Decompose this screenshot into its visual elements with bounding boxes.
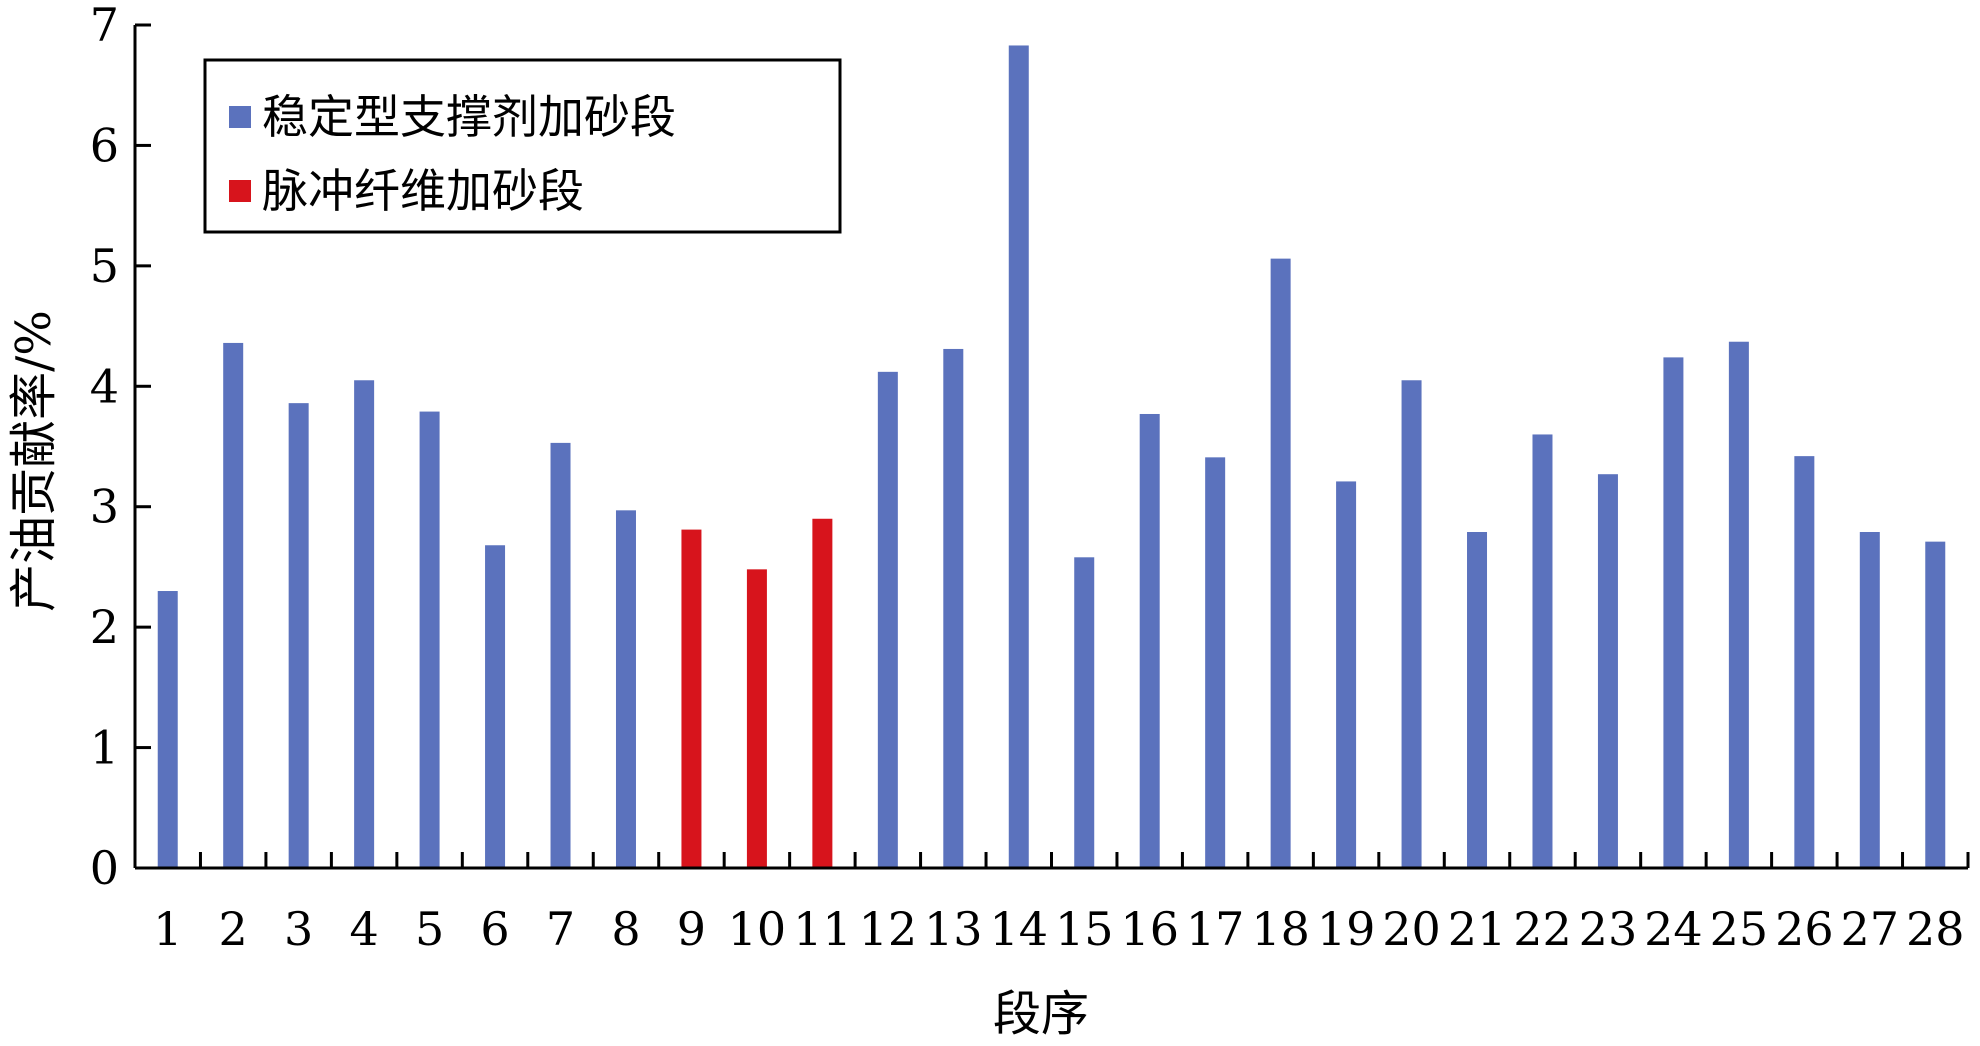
bar-18 [1270, 258, 1291, 868]
legend-label-pulse: 脉冲纤维加砂段 [262, 164, 584, 218]
legend-swatch-pulse [229, 180, 251, 202]
y-tick-label: 0 [90, 841, 119, 895]
x-tick-label: 4 [349, 902, 378, 956]
bar-27 [1859, 532, 1880, 868]
bar-16 [1139, 413, 1160, 868]
bar-10 [746, 569, 767, 868]
x-tick-label: 1 [153, 902, 182, 956]
x-tick-label: 23 [1579, 902, 1638, 956]
bar-15 [1074, 557, 1095, 868]
x-tick-label: 16 [1120, 902, 1179, 956]
bar-26 [1794, 456, 1815, 868]
x-tick-label: 12 [859, 902, 918, 956]
x-tick-label: 11 [793, 902, 852, 956]
x-tick-label: 18 [1251, 902, 1310, 956]
x-tick-label: 25 [1710, 902, 1769, 956]
bar-12 [877, 371, 898, 868]
x-axis-title: 段序 [993, 986, 1089, 1042]
x-tick-label: 20 [1382, 902, 1441, 956]
legend-swatch-stable [229, 106, 251, 128]
bar-11 [812, 518, 833, 868]
bars-group [157, 45, 1946, 869]
x-tick-label: 2 [219, 902, 248, 956]
bar-21 [1467, 532, 1488, 868]
bar-19 [1336, 481, 1357, 868]
bar-23 [1597, 474, 1618, 868]
y-tick-label: 5 [90, 239, 119, 293]
legend-label-stable: 稳定型支撑剂加砂段 [262, 90, 676, 144]
x-ticks-group: 1 2 3 4 5 6 7 8 9 10 11 12 13 14 15 16 17 18 19 20 21 22 23 24 2… [133, 852, 1970, 956]
bar-25 [1728, 341, 1749, 868]
x-tick-label: 8 [611, 902, 640, 956]
x-tick-label: 6 [480, 902, 509, 956]
y-tick-label: 3 [90, 480, 119, 534]
bar-6 [485, 545, 506, 868]
bar-14 [1008, 45, 1029, 869]
bar-17 [1205, 457, 1226, 868]
y-tick-label: 7 [90, 0, 119, 52]
bar-28 [1925, 541, 1946, 868]
bar-22 [1532, 434, 1553, 868]
x-tick-label: 10 [728, 902, 787, 956]
x-tick-label: 27 [1841, 902, 1900, 956]
y-ticks-group: 0 1 2 3 4 5 6 7 [90, 0, 151, 895]
x-tick-label: 19 [1317, 902, 1376, 956]
x-tick-label: 13 [924, 902, 983, 956]
bar-2 [223, 342, 244, 869]
x-tick-label: 3 [284, 902, 313, 956]
legend: 稳定型支撑剂加砂段 脉冲纤维加砂段 [203, 58, 842, 234]
bar-5 [419, 411, 440, 868]
y-axis-title: 产油贡献率/% [6, 310, 62, 612]
bar-3 [288, 403, 309, 868]
x-tick-label: 26 [1775, 902, 1834, 956]
x-tick-label: 15 [1055, 902, 1114, 956]
legend-box [203, 58, 842, 234]
x-tick-label: 24 [1644, 902, 1703, 956]
y-tick-label: 6 [90, 118, 119, 172]
bar-8 [615, 510, 636, 868]
x-tick-label: 14 [989, 902, 1048, 956]
x-tick-label: 9 [677, 902, 706, 956]
bar-1 [157, 591, 178, 868]
y-tick-label: 2 [90, 600, 119, 654]
x-tick-label: 22 [1513, 902, 1572, 956]
x-tick-label: 21 [1448, 902, 1507, 956]
bar-20 [1401, 380, 1422, 868]
bar-4 [354, 380, 375, 868]
y-tick-label: 1 [90, 721, 119, 775]
x-tick-label: 5 [415, 902, 444, 956]
y-tick-label: 4 [90, 359, 119, 413]
bar-24 [1663, 357, 1684, 868]
bar-7 [550, 442, 571, 868]
x-tick-label: 17 [1186, 902, 1245, 956]
bar-13 [943, 348, 964, 868]
x-tick-label: 7 [546, 902, 575, 956]
bar-9 [681, 529, 702, 868]
x-tick-label: 28 [1906, 902, 1965, 956]
